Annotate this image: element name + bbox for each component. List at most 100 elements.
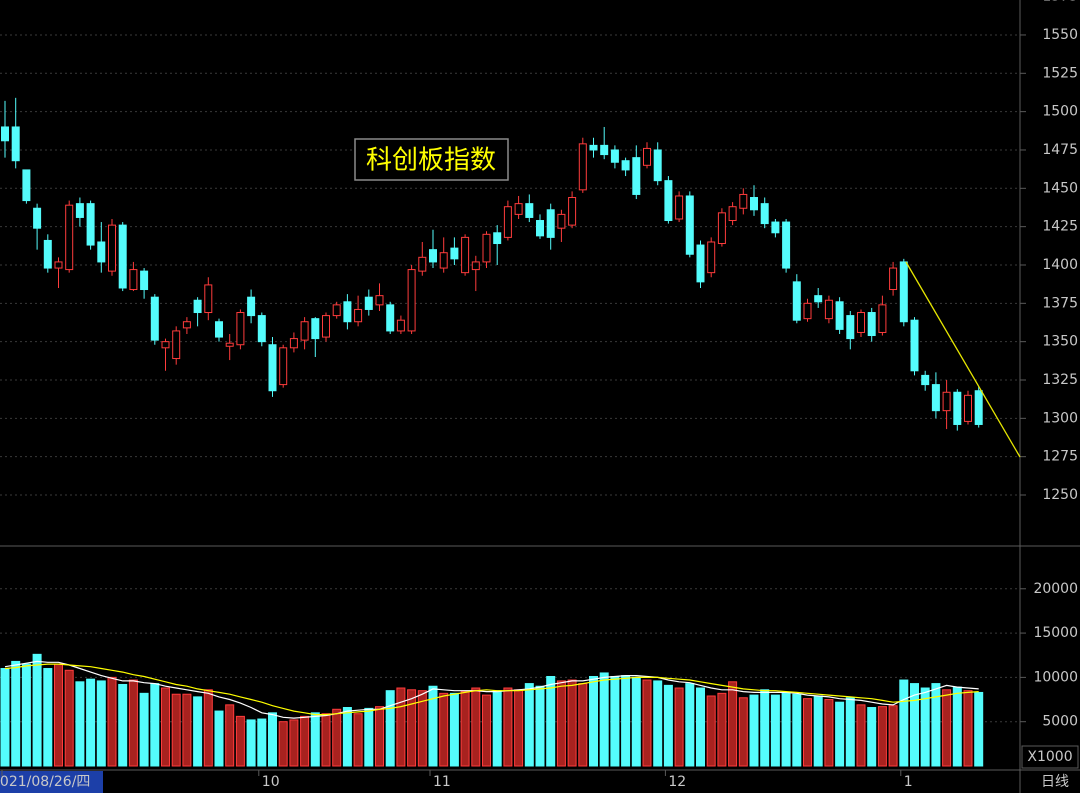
volume-bar [385, 690, 395, 767]
trend-line [905, 261, 1021, 458]
volume-bar [674, 687, 684, 767]
candle-body [557, 213, 566, 229]
volume-bar [139, 692, 149, 767]
candle-body [503, 206, 512, 238]
candle-body [632, 157, 641, 195]
x-tick-label: 2021/08/26/四 [0, 774, 90, 790]
y-tick-label: 1325 [1042, 372, 1078, 388]
volume-bar [856, 704, 866, 767]
volume-bar [375, 706, 384, 767]
candle-body [461, 236, 470, 274]
y-tick-label: 1350 [1042, 334, 1078, 350]
volume-bar [974, 691, 984, 767]
candle-body [514, 203, 523, 215]
candle-body [418, 256, 427, 272]
volume-bar [268, 712, 277, 767]
candle-body [22, 169, 31, 202]
candle-body [268, 344, 277, 392]
candle-body [289, 338, 298, 349]
y-tick-label: 1375 [1042, 295, 1078, 311]
volume-bar [171, 693, 181, 767]
candle-body [65, 204, 74, 271]
y-tick-label: 1450 [1042, 180, 1078, 196]
candle-body [482, 233, 491, 263]
title-box [354, 138, 509, 181]
volume-bar [663, 684, 673, 767]
volume-bar [920, 687, 930, 767]
candle-body [760, 203, 769, 225]
volume-bar [803, 698, 812, 767]
candle-body [610, 149, 619, 163]
candle-body [322, 315, 330, 338]
candle-body [846, 315, 855, 340]
candle-body [621, 160, 630, 171]
candle-body [204, 284, 213, 314]
volume-bar [599, 672, 609, 767]
volume-bar [11, 660, 21, 767]
volume-bar [203, 689, 213, 767]
candle-body [129, 269, 138, 291]
candle-body [471, 261, 480, 271]
candle-body [546, 209, 555, 238]
candle-body [525, 203, 534, 218]
volume-bar [792, 693, 802, 767]
volume-ma-line [4, 660, 979, 719]
volume-bar [931, 683, 941, 767]
volume-bar [556, 680, 566, 767]
unit-box [1021, 745, 1079, 769]
y-tick-label: 1525 [1042, 65, 1078, 81]
candle-body [675, 195, 684, 220]
period-label: 日线 [1041, 774, 1069, 790]
candle-body [108, 224, 116, 272]
candle-body [33, 207, 42, 229]
candle-body [300, 321, 309, 341]
candle-body [236, 312, 245, 346]
volume-bar [524, 683, 534, 767]
volume-bar [128, 679, 138, 767]
volume-bar [235, 715, 245, 767]
volume-bar [407, 689, 417, 767]
candle-body [664, 180, 673, 222]
candle-body [803, 302, 812, 320]
y-tick-label: 1400 [1042, 257, 1078, 273]
candle-body [215, 321, 223, 338]
x-tick-label: 11 [433, 774, 451, 790]
volume-bar [257, 718, 267, 767]
volume-bar [278, 721, 288, 767]
volume-bar [867, 707, 877, 767]
candle-body [364, 296, 373, 310]
candle-body [396, 319, 405, 332]
volume-bar [86, 678, 96, 767]
y-tick-label: 20000 [1033, 581, 1078, 597]
volume-bar [310, 712, 320, 767]
candle-body [653, 149, 662, 182]
candle-body [118, 224, 127, 289]
candle-body [536, 220, 544, 237]
x-tick-label: 1 [904, 774, 913, 790]
volume-bar [653, 680, 663, 767]
volume-bar [760, 689, 770, 767]
candle-body [150, 296, 159, 341]
volume-bar [706, 695, 716, 767]
volume-bar [738, 697, 748, 767]
volume-bar [449, 692, 459, 767]
candle-body [161, 341, 170, 349]
volume-bar [749, 694, 759, 767]
volume-bar [321, 713, 331, 767]
volume-bar [107, 676, 117, 767]
candle-body [964, 394, 972, 422]
chart-title: 科创板指数 [366, 146, 496, 176]
volume-bar [417, 690, 427, 767]
volume-bar [589, 675, 598, 767]
volume-bar [54, 663, 63, 767]
y-tick-label: 1550 [1042, 27, 1078, 43]
volume-ma-line [4, 663, 979, 716]
y-tick-label: 1275 [1042, 449, 1078, 465]
volume-bar [877, 706, 887, 767]
volume-bar [910, 683, 919, 767]
volume-bar [364, 707, 374, 767]
volume-bar [182, 693, 192, 767]
candle-body [953, 391, 962, 425]
candle-body [75, 203, 84, 218]
